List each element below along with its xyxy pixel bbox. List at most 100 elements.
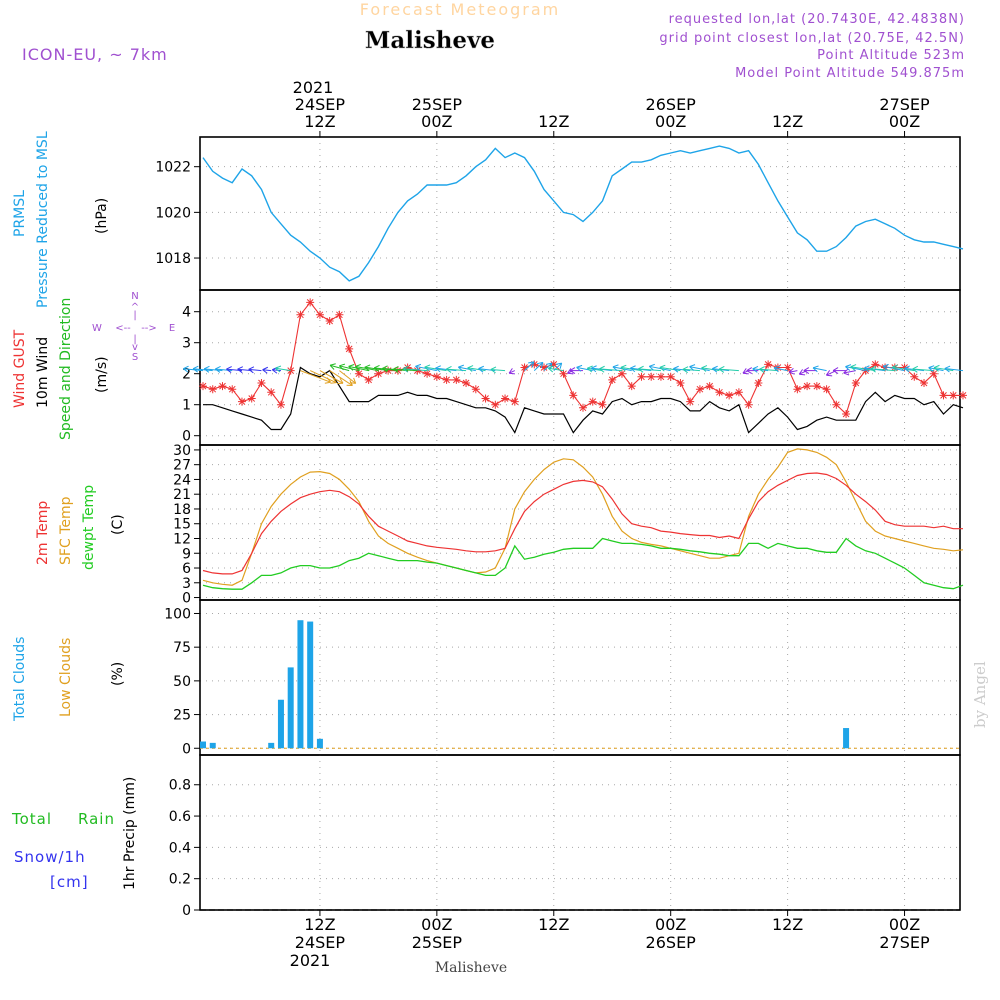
wind-direction-arrow: [773, 367, 788, 372]
cloud-label-total: Total Clouds: [12, 637, 28, 722]
gust-marker: [481, 394, 490, 403]
wind-direction-arrowhead: [843, 368, 850, 376]
wind-direction-arrow: [870, 368, 895, 372]
compass-n-arrow: ^: [131, 302, 139, 313]
gust-marker: [705, 382, 714, 391]
wind-direction-arrowhead: [863, 365, 870, 373]
gust-marker: [335, 310, 344, 319]
product-title: Forecast Meteogram: [360, 0, 560, 19]
top-date-3: 26SEP: [646, 95, 697, 114]
wind-direction-arrow: [272, 369, 281, 372]
cloud-bar: [843, 728, 850, 749]
precip-label-snow: Snow/1h: [14, 848, 86, 866]
wind-direction-arrowhead: [673, 365, 679, 373]
clouds-ytick-label-1: 25: [173, 708, 191, 724]
gust-marker: [686, 397, 695, 406]
wind-direction-arrow: [192, 368, 213, 372]
requested-coords: requested lon,lat (20.7430E, 42.4838N): [669, 12, 965, 27]
wind-direction-arrowhead: [569, 367, 576, 375]
top-date-0: 24SEP: [295, 95, 346, 114]
precip-ytick-label-3: 0.6: [169, 809, 191, 825]
wind-direction-arrowhead: [759, 366, 765, 373]
cloud-labels: Total Clouds Low Clouds (%): [12, 637, 126, 722]
wind-direction-arrow: [490, 368, 506, 372]
bottom-hour-3: 00Z: [655, 915, 686, 934]
temp-label-dewpt: dewpt Temp: [81, 485, 97, 570]
wind-direction-arrow: [649, 365, 671, 372]
wind-direction-arrow: [812, 367, 827, 372]
wind-direction-arrowhead: [382, 365, 388, 373]
wind-direction-arrowhead: [682, 366, 689, 374]
wind-direction-arrowhead: [629, 365, 636, 373]
top-hour-5: 00Z: [889, 112, 920, 131]
clouds-ytick-label-2: 50: [173, 674, 191, 690]
wind-direction-arrowhead: [803, 367, 810, 375]
gust-marker: [656, 372, 665, 381]
gust-marker: [871, 360, 880, 369]
temp-ytick-label-0: 0: [182, 591, 191, 607]
temp-frame: [199, 444, 961, 601]
wind-direction-arrowhead: [812, 365, 819, 373]
gust-marker: [423, 369, 432, 378]
wind-ytick-label-3: 3: [182, 336, 191, 352]
pressure-labels: PRMSL Pressure Reduced to MSL (hPa): [12, 131, 110, 308]
gust-marker: [949, 391, 958, 400]
wind-direction-arrow: [719, 368, 739, 372]
gust-marker: [627, 382, 636, 391]
wind-ytick-label-4: 4: [182, 305, 191, 321]
point-altitude: Point Altitude 523m: [817, 48, 965, 63]
gust-marker: [851, 379, 860, 387]
gust-marker: [247, 394, 256, 403]
bottom-hour-1: 00Z: [421, 915, 452, 934]
wind-label-10m: 10m Wind: [35, 337, 51, 408]
gust-marker: [929, 369, 938, 378]
wind-panel: 0 1 2 3 4: [182, 289, 967, 446]
wind-direction-arrow: [339, 365, 360, 372]
gust-marker: [471, 385, 480, 394]
gust-marker: [442, 375, 451, 384]
temp-ytick-label-8: 24: [173, 472, 191, 488]
gust-marker: [549, 360, 558, 369]
wind-direction-arrowhead: [338, 363, 346, 371]
wind-direction-arrowhead: [845, 364, 852, 371]
gust-line: [202, 301, 963, 416]
footer-location: Malisheve: [435, 960, 507, 976]
pressure-line: [202, 145, 964, 282]
wind-direction-arrowhead: [746, 367, 753, 375]
wind-direction-arrowhead: [555, 362, 563, 369]
gust-marker: [647, 372, 656, 381]
compass-rose: N ^ | W <-- --> E | v S: [92, 291, 175, 363]
wind-direction-arrowhead: [192, 365, 199, 373]
wind-direction-arrowhead: [576, 364, 583, 372]
temp-label-sfc: SFC Temp: [58, 496, 74, 565]
bottom-date-0: 24SEP: [295, 933, 346, 952]
cloud-bar: [268, 742, 275, 749]
wind-unit: (m/s): [94, 356, 110, 393]
wind-direction-arrowhead: [904, 365, 910, 373]
gust-marker: [530, 360, 539, 369]
gust-marker: [199, 382, 207, 391]
wind-direction-arrowhead: [373, 364, 380, 372]
wind-direction-arrowhead: [508, 368, 515, 375]
cloud-bar: [209, 742, 216, 749]
wind-direction-arrowhead: [248, 366, 255, 374]
wind-direction-arrowhead: [458, 364, 465, 372]
wind-direction-arrowhead: [183, 365, 189, 373]
gust-marker: [276, 400, 285, 409]
gust-marker: [364, 375, 373, 384]
gust-marker: [413, 366, 422, 375]
wind-direction-arrow: [248, 368, 262, 372]
wind-direction-arrow: [319, 370, 344, 384]
gust-marker: [374, 369, 383, 378]
wind-direction-arrow: [689, 366, 710, 372]
gust-marker: [744, 400, 753, 409]
wind-direction-arrowhead: [773, 365, 780, 373]
gust-marker: [296, 310, 305, 319]
wind-direction-arrow: [892, 366, 915, 372]
compass-s: S: [132, 352, 138, 363]
compass-n: N: [131, 291, 138, 302]
gust-marker: [598, 400, 607, 409]
gust-marker: [803, 382, 812, 391]
wind-direction-arrow: [467, 367, 486, 372]
